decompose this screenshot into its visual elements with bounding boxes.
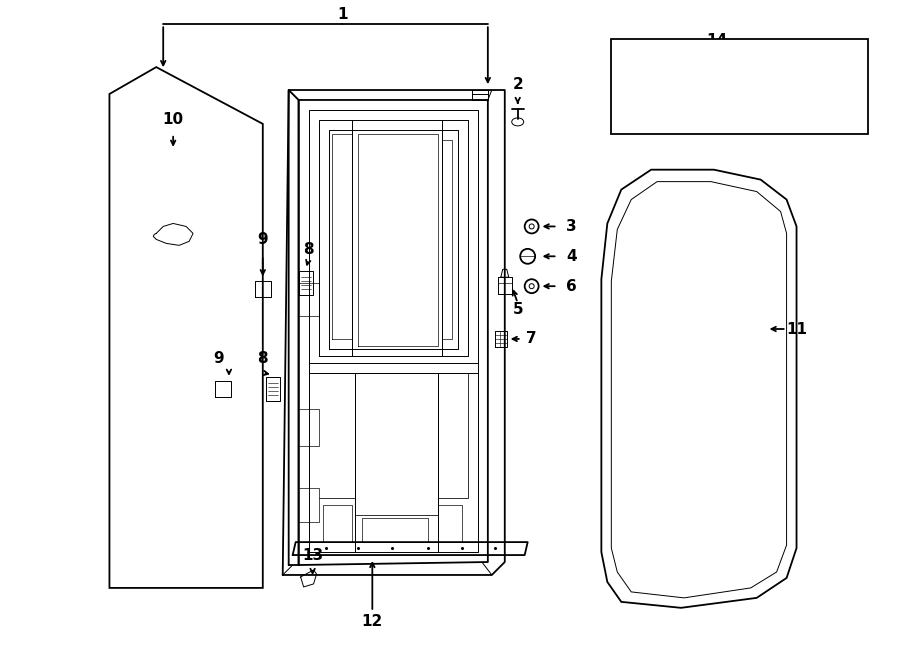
Text: 7: 7 — [526, 331, 537, 346]
Text: 9: 9 — [257, 232, 268, 247]
Text: 8: 8 — [257, 352, 268, 366]
Text: 14: 14 — [706, 33, 727, 48]
Text: 9: 9 — [213, 352, 224, 366]
Bar — [611, 39, 868, 134]
Text: 8: 8 — [303, 242, 314, 257]
Text: 11: 11 — [786, 321, 807, 336]
Text: 13: 13 — [302, 547, 323, 563]
Text: 5: 5 — [512, 301, 523, 317]
Text: 2: 2 — [512, 77, 523, 91]
Text: 1: 1 — [338, 7, 347, 22]
Text: 12: 12 — [362, 614, 383, 629]
Text: 15: 15 — [634, 67, 654, 81]
Text: 10: 10 — [163, 112, 184, 128]
Text: 3: 3 — [566, 219, 577, 234]
Text: 4: 4 — [566, 249, 577, 264]
Text: 6: 6 — [566, 279, 577, 293]
